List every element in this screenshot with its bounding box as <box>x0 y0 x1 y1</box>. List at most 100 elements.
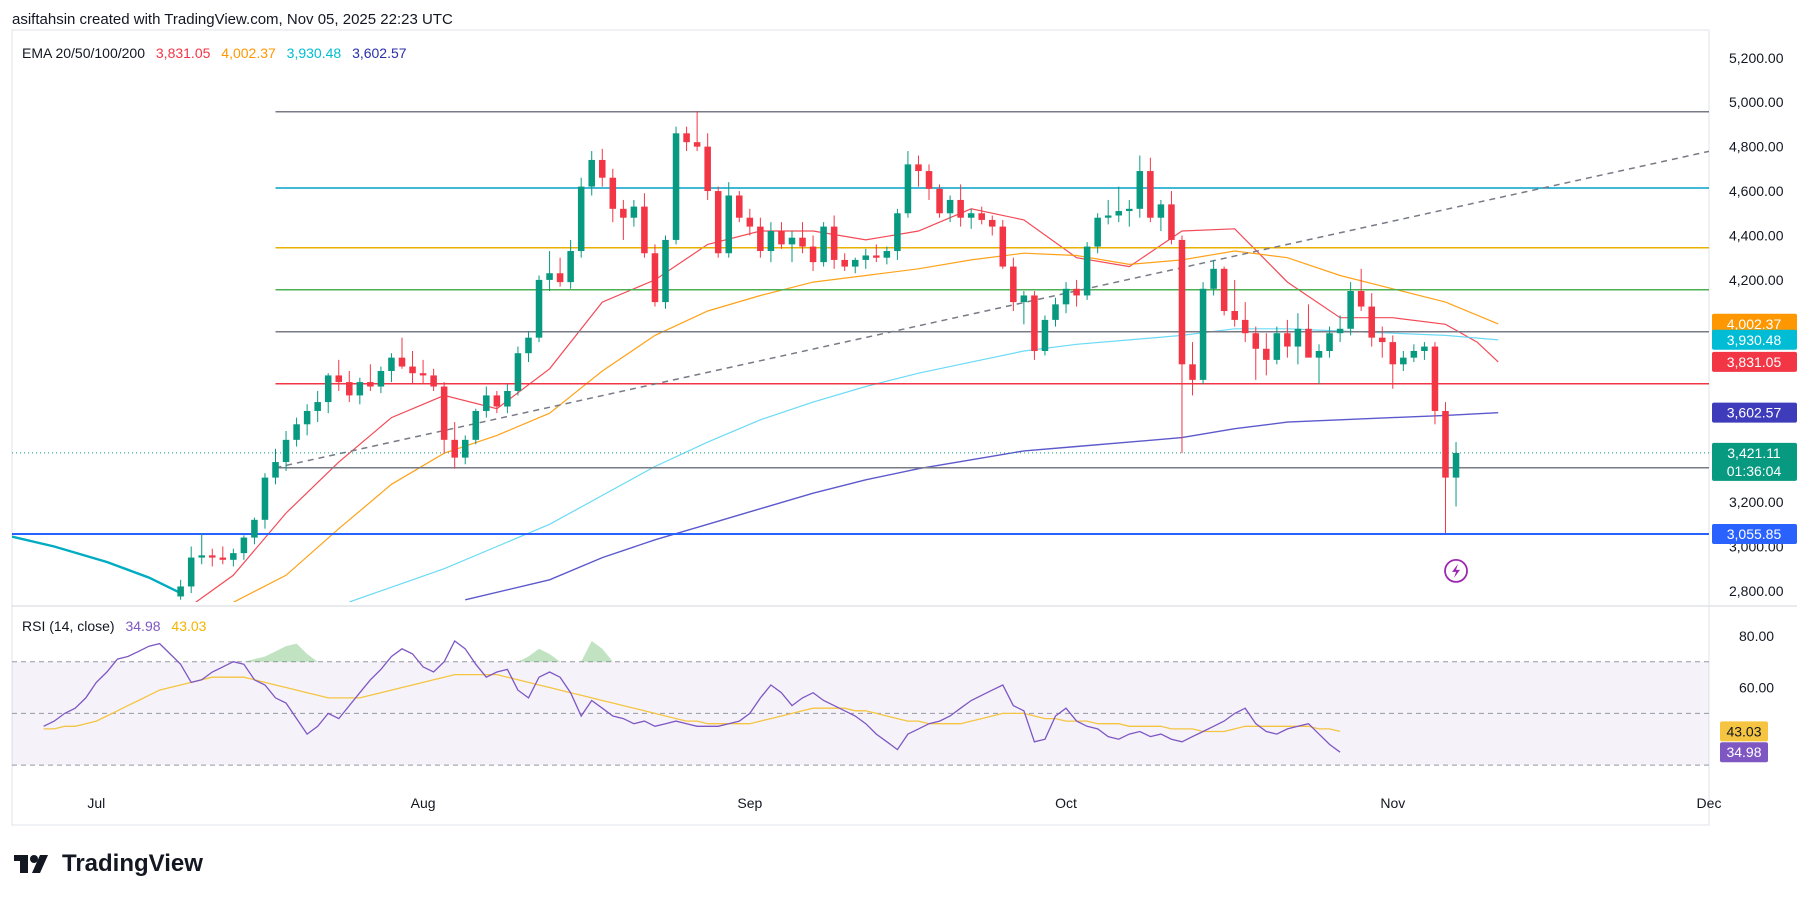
price-badge: 4,002.37 <box>1712 313 1797 334</box>
candle-body <box>1252 333 1260 349</box>
candle-body <box>641 206 648 254</box>
candle-body <box>662 239 669 303</box>
candle-body <box>704 146 711 192</box>
candle-body <box>651 253 659 303</box>
rsi-ma-badge-value: 43.03 <box>1726 723 1761 739</box>
candle <box>461 435 469 465</box>
candle-body <box>483 395 490 411</box>
candle <box>725 182 733 258</box>
candle-body <box>430 375 437 387</box>
candle <box>314 390 321 423</box>
candle-body <box>1305 328 1312 358</box>
candle-body <box>1031 295 1038 351</box>
candle-body <box>936 188 943 214</box>
candle-body <box>1199 288 1207 380</box>
candle-body <box>388 357 395 371</box>
x-tick-label: Nov <box>1380 795 1405 811</box>
candle-body <box>198 555 205 558</box>
candle-body <box>1326 333 1333 351</box>
candle <box>1199 282 1207 385</box>
candle-body <box>440 386 448 440</box>
tradingview-logo[interactable]: TradingView <box>14 850 203 878</box>
candle-body <box>736 195 743 218</box>
candle-body <box>377 370 385 387</box>
candle <box>504 384 511 414</box>
candle-body <box>1336 328 1344 334</box>
ema-line <box>12 535 182 595</box>
candle-body <box>1241 319 1249 334</box>
price-badge-countdown: 01:36:04 <box>1727 463 1782 479</box>
candle <box>1326 326 1333 358</box>
candle <box>525 330 532 363</box>
candle <box>620 199 627 240</box>
candle-body <box>504 390 511 407</box>
candle-body <box>1410 350 1418 358</box>
price-badge-value: 3,421.11 <box>1727 445 1781 461</box>
candle-body <box>1452 452 1460 478</box>
candle-body <box>1020 295 1028 303</box>
candle <box>946 195 954 223</box>
price-tick-label: 4,400.00 <box>1729 227 1784 243</box>
candle <box>230 548 237 567</box>
candle-body <box>1210 268 1217 289</box>
ema-legend[interactable]: EMA 20/50/100/200 3,831.05 4,002.37 3,93… <box>22 45 414 61</box>
candle <box>409 350 416 385</box>
price-badge: 3,055.85 <box>1712 524 1797 545</box>
x-tick-label: Jul <box>87 795 105 811</box>
candle <box>1083 242 1091 300</box>
candle <box>967 208 975 229</box>
candle-body <box>1126 208 1133 212</box>
candle <box>546 251 553 292</box>
candle <box>1126 199 1133 227</box>
candle <box>577 177 585 258</box>
candle-body <box>873 255 880 258</box>
candle <box>1041 315 1049 356</box>
price-tick-label: 4,800.00 <box>1729 139 1784 155</box>
candle-body <box>177 586 184 597</box>
candle <box>651 244 659 307</box>
ema-line <box>232 250 1499 602</box>
ema100-value: 3,930.48 <box>286 45 342 61</box>
candle-body <box>851 259 859 267</box>
price-badge-value: 3,055.85 <box>1727 526 1782 542</box>
candle <box>683 126 690 152</box>
candle <box>1052 297 1059 327</box>
candle <box>820 222 827 267</box>
candle <box>1104 199 1112 225</box>
rsi-legend[interactable]: RSI (14, close) 34.98 43.03 <box>22 618 213 634</box>
candle-body <box>693 142 701 147</box>
candle <box>556 257 564 287</box>
x-tick-label: Aug <box>411 795 436 811</box>
candle <box>1315 344 1323 385</box>
fibonacci-retracement[interactable]: 1 (4,956.83)0.786 (4,613.92)0.618 (4,344… <box>12 104 1814 536</box>
chart-attribution: asiftahsin created with TradingView.com,… <box>12 11 453 28</box>
chart-misc <box>1444 559 1468 583</box>
candle <box>1368 293 1375 347</box>
brand-name: TradingView <box>62 850 203 877</box>
candle-body <box>187 557 195 587</box>
candle <box>472 408 480 445</box>
candle <box>1305 304 1312 358</box>
candle-body <box>1168 204 1175 240</box>
price-badge: 3,930.48 <box>1712 329 1797 350</box>
candle <box>1410 344 1418 363</box>
candle-body <box>1157 204 1165 218</box>
candle-body <box>1378 337 1386 343</box>
candle <box>767 222 775 263</box>
price-badges: 4,002.373,930.48 3,831.05 3,602.57 3,421.11… <box>1712 313 1797 763</box>
candle-body <box>630 206 638 218</box>
candle-body <box>894 213 901 252</box>
candle <box>1189 342 1196 396</box>
candle <box>251 517 258 545</box>
candle <box>1073 279 1080 307</box>
candle <box>862 248 870 269</box>
candle <box>419 359 427 385</box>
candle <box>1062 282 1070 314</box>
candle <box>1452 442 1460 507</box>
candle <box>567 239 574 289</box>
candle <box>1157 199 1165 232</box>
candle-body <box>367 382 374 387</box>
ema50-value: 4,002.37 <box>221 45 276 61</box>
candle <box>430 368 437 391</box>
